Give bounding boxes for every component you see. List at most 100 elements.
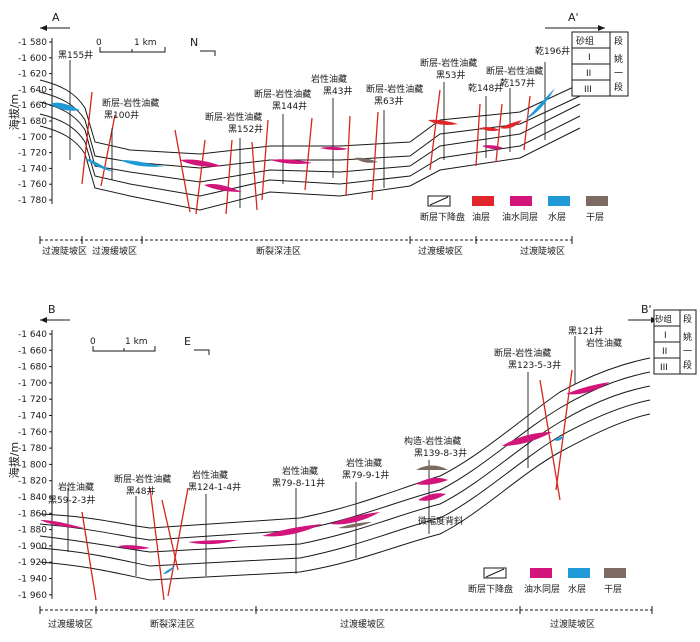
fault bbox=[174, 129, 191, 213]
dry-layer bbox=[416, 465, 448, 470]
well-label: 黑59-2-3井 bbox=[48, 494, 95, 506]
water-layer bbox=[554, 436, 564, 441]
legend-label: 油水同层 bbox=[524, 583, 560, 595]
axis-tick-label: -1 720 bbox=[18, 149, 47, 159]
marker-a-prime: A' bbox=[568, 11, 579, 24]
oil-water-layer bbox=[566, 382, 610, 395]
fault bbox=[81, 511, 97, 601]
oil-water-layer bbox=[416, 477, 448, 485]
well-type: 断层-岩性油藏 bbox=[494, 347, 551, 359]
axis-tick-label: -1 820 bbox=[18, 477, 47, 487]
axis-tick-label: -1 740 bbox=[18, 412, 47, 422]
well-label: 乾196井 bbox=[535, 45, 570, 57]
axis-tick-label: -1 940 bbox=[18, 575, 47, 585]
axis-tick-label: -1 680 bbox=[18, 363, 47, 373]
well-label: 乾148井 bbox=[468, 82, 503, 94]
scale-zero-a: 0 bbox=[96, 38, 102, 48]
zone-label: 过渡陡坡区 bbox=[550, 618, 595, 630]
fault bbox=[167, 487, 189, 597]
zone-bar-b: 过渡缓坡区 断裂深洼区 过渡缓坡区 过渡陡坡区 bbox=[39, 606, 653, 630]
axis-tick-label: -1 680 bbox=[18, 117, 47, 127]
fault bbox=[100, 114, 116, 187]
axis-tick-label: -1 700 bbox=[18, 133, 47, 143]
well-label: 黑144井 bbox=[272, 100, 307, 112]
well-type: 断层-岩性油藏 bbox=[205, 111, 262, 123]
oil-water-layer bbox=[418, 493, 446, 501]
fault bbox=[345, 115, 351, 197]
axis-tick-label: -1 780 bbox=[18, 196, 47, 206]
east-label: E bbox=[184, 335, 191, 348]
axis-tick-label: -1 660 bbox=[18, 101, 47, 111]
fault bbox=[251, 141, 258, 211]
axis-tick-label: -1 960 bbox=[18, 591, 47, 601]
legend-label: 水层 bbox=[548, 211, 566, 223]
well-label: 黑79-9-1井 bbox=[342, 469, 389, 481]
water-layer bbox=[50, 102, 80, 111]
fault bbox=[539, 379, 561, 501]
axis-title-a: 海拔/m bbox=[7, 94, 21, 130]
strat-row: III bbox=[660, 363, 668, 373]
oil-water-layer bbox=[270, 159, 312, 164]
axis-tick-label: -1 780 bbox=[18, 444, 47, 454]
oil-water-layer bbox=[330, 512, 380, 525]
well-type: 岩性油藏 bbox=[346, 457, 382, 469]
marker-b-prime: B' bbox=[641, 303, 652, 316]
well-type: 岩性油藏 bbox=[282, 465, 318, 477]
fault bbox=[81, 91, 93, 185]
axis-tick-label: -1 620 bbox=[18, 70, 47, 80]
oil-layer bbox=[480, 127, 500, 132]
marker-a: A bbox=[52, 11, 60, 24]
well-label: 黑152井 bbox=[228, 123, 263, 135]
zone-label: 断裂深洼区 bbox=[256, 245, 301, 257]
scale-unit-b: 1 km bbox=[125, 337, 148, 347]
zone-label: 断裂深洼区 bbox=[150, 618, 195, 630]
well-label: 黑124-1-4井 bbox=[188, 481, 241, 493]
fault bbox=[371, 111, 379, 201]
axis-tick-label: -1 860 bbox=[18, 509, 47, 519]
fault bbox=[261, 119, 269, 201]
oil-water-layer bbox=[118, 545, 150, 550]
fault bbox=[523, 95, 531, 151]
legend-label: 干层 bbox=[586, 212, 604, 223]
strat-head: 段 bbox=[683, 313, 692, 325]
dry-layer bbox=[338, 522, 372, 529]
reservoirs-a bbox=[50, 88, 555, 192]
water-layer bbox=[84, 158, 115, 172]
strat-row: II bbox=[662, 347, 667, 357]
well-label: 乾157井 bbox=[500, 77, 535, 89]
strat-table-b: 砂组 段 I II III 姚 一 段 bbox=[653, 309, 697, 375]
reservoirs-b bbox=[40, 382, 610, 574]
well-type: 岩性油藏 bbox=[586, 337, 622, 349]
strat-table-a: 砂组 段 I II III 姚 一 段 bbox=[571, 31, 629, 97]
well-type: 断层-岩性油藏 bbox=[254, 88, 311, 100]
axis-tick-label: -1 720 bbox=[18, 395, 47, 405]
oil-water-layer bbox=[180, 159, 222, 167]
axis-ticks-a: -1 580 -1 600 -1 620 -1 640 -1 660 -1 680 -1 7… bbox=[18, 38, 53, 206]
well-type: 断层-岩性油藏 bbox=[366, 83, 423, 95]
well-labels-a: 黑155井 断层-岩性油藏 黑100井 断层-岩性油藏 黑152井 断层-岩性油… bbox=[58, 45, 570, 135]
oil-water-layer bbox=[40, 520, 84, 528]
oil-water-layer bbox=[188, 540, 238, 545]
well-label: 黑53井 bbox=[436, 69, 465, 81]
well-label: 黑100井 bbox=[104, 109, 139, 121]
axis-tick-label: -1 760 bbox=[18, 180, 47, 190]
well-type: 岩性油藏 bbox=[311, 73, 347, 85]
fault bbox=[161, 499, 179, 571]
east-arrow: E bbox=[184, 335, 210, 355]
water-layer bbox=[120, 160, 165, 167]
fault bbox=[304, 117, 313, 191]
axis-ticks-b: -1 640 -1 660 -1 680 -1 700 -1 720 -1 740 -1 7… bbox=[18, 330, 53, 601]
faults-a bbox=[81, 89, 531, 215]
water-layer bbox=[163, 566, 175, 574]
strat-stage: 一 bbox=[614, 69, 623, 79]
well-label: 黑79-8-11井 bbox=[272, 477, 325, 489]
well-label: 黑123-5-3井 bbox=[508, 359, 561, 371]
axis-tick-label: -1 740 bbox=[18, 164, 47, 174]
well-type: 断层-岩性油藏 bbox=[114, 473, 171, 485]
well-label: 黑139-8-3井 bbox=[414, 447, 467, 459]
legend-a: 断层下降盘 油层 油水同层 水层 干层 bbox=[420, 195, 608, 223]
fault bbox=[225, 139, 233, 215]
zone-label: 过渡陡坡区 bbox=[520, 245, 565, 257]
well-label: 黑63井 bbox=[374, 95, 403, 107]
axis-tick-label: -1 640 bbox=[18, 85, 47, 95]
